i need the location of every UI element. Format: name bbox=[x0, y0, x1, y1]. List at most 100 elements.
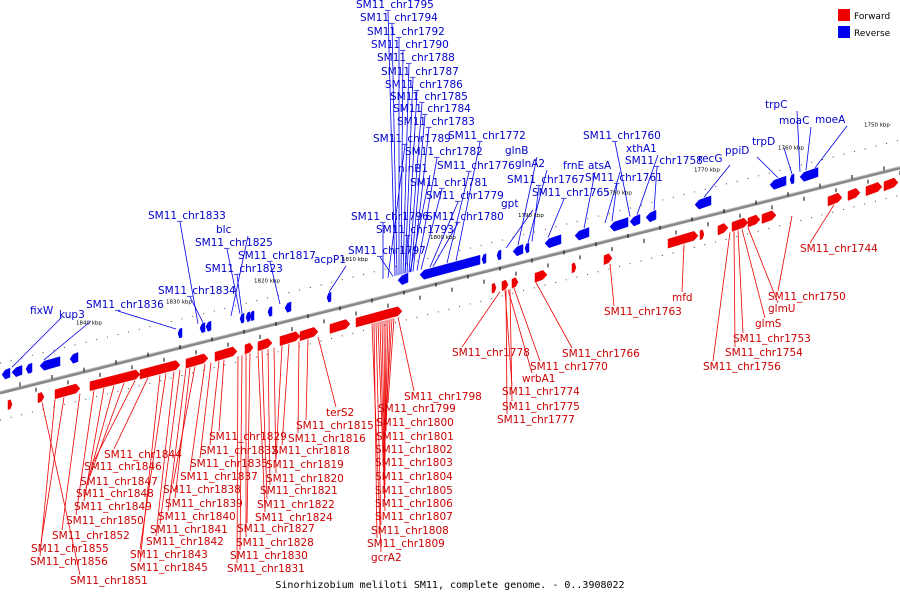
forward-gene-label: SM11_chr1824 bbox=[255, 512, 333, 524]
forward-gene bbox=[534, 269, 548, 283]
reverse-label-leader bbox=[236, 274, 243, 314]
reverse-label-leader bbox=[412, 127, 430, 272]
reverse-gene-label: SM11_chr1795 bbox=[356, 0, 434, 11]
forward-label-leader bbox=[505, 290, 508, 415]
forward-gene bbox=[54, 383, 81, 400]
forward-gene-label: glmS bbox=[755, 318, 782, 330]
forward-gene-label: SM11_chr1802 bbox=[375, 444, 453, 456]
reverse-gene-label: SM11_chr1836 bbox=[86, 299, 164, 311]
reverse-label-leader bbox=[604, 171, 621, 224]
forward-label-leader bbox=[809, 204, 835, 244]
reverse-label-leader bbox=[43, 320, 92, 361]
legend-reverse-label: Reverse bbox=[854, 29, 891, 39]
forward-gene-label: SM11_chr1831 bbox=[227, 563, 305, 575]
forward-label-leader bbox=[167, 368, 187, 512]
reverse-label-leader bbox=[805, 126, 812, 171]
forward-gene-label: SM11_chr1774 bbox=[502, 386, 580, 398]
forward-gene-label: SM11_chr1848 bbox=[76, 488, 154, 500]
forward-gene-label: SM11_chr1778 bbox=[452, 347, 530, 359]
forward-gene-label: SM11_chr1832 bbox=[200, 445, 278, 457]
forward-label-leader bbox=[384, 320, 387, 458]
reverse-gene-label: SM11_chr1783 bbox=[397, 116, 475, 128]
forward-label-leader bbox=[381, 321, 386, 486]
reverse-gene-label: SM11_chr1789 bbox=[373, 133, 451, 145]
forward-gene-label: SM11_chr1754 bbox=[725, 347, 803, 359]
label-connectors bbox=[11, 10, 848, 576]
forward-gene-label: SM11_chr1829 bbox=[209, 431, 287, 443]
scale-tick-label: 1840 kbp bbox=[76, 321, 102, 327]
forward-gene-label: SM11_chr1804 bbox=[375, 471, 453, 483]
reverse-label-leader bbox=[420, 188, 443, 270]
reverse-gene bbox=[609, 217, 629, 232]
reverse-gene bbox=[645, 209, 657, 223]
forward-gene-label: SM11_chr1808 bbox=[371, 525, 449, 537]
forward-label-leader bbox=[281, 343, 290, 446]
scale-tick-label: 1820 kbp bbox=[254, 278, 280, 284]
reverse-label-leader bbox=[703, 164, 731, 198]
reverse-gene-label: SM11_chr1825 bbox=[195, 237, 273, 249]
reverse-label-leader bbox=[547, 198, 565, 238]
reverse-gene-label: SM11_chr1761 bbox=[585, 172, 663, 184]
reverse-gene bbox=[524, 242, 530, 254]
reverse-label-leader bbox=[455, 141, 481, 261]
forward-gene-label: terS2 bbox=[326, 407, 354, 419]
forward-label-leader bbox=[257, 351, 266, 513]
forward-gene bbox=[865, 182, 883, 197]
forward-label-leader bbox=[189, 364, 206, 472]
gene-labels: SM11_chr1795SM11_chr1794SM11_chr1792SM11… bbox=[30, 0, 878, 587]
forward-gene-label: SM11_chr1851 bbox=[70, 575, 148, 587]
forward-label-leader bbox=[777, 215, 793, 292]
reverse-label-leader bbox=[189, 296, 204, 323]
forward-label-leader bbox=[385, 319, 391, 432]
reverse-label-leader bbox=[117, 310, 177, 330]
forward-gene-label: SM11_chr1837 bbox=[180, 471, 258, 483]
reverse-gene bbox=[496, 249, 502, 261]
forward-label-leader bbox=[513, 288, 541, 362]
reverse-label-leader bbox=[783, 147, 793, 175]
forward-gene-label: SM11_chr1800 bbox=[376, 417, 454, 429]
reverse-gene-label: SM11_chr1823 bbox=[205, 263, 283, 275]
reverse-label-leader bbox=[409, 174, 431, 273]
forward-label-leader bbox=[155, 371, 175, 537]
reverse-gene bbox=[39, 356, 61, 371]
forward-label-leader bbox=[172, 366, 196, 485]
reverse-gene bbox=[25, 362, 33, 374]
reverse-gene-label: SM11_chr1760 bbox=[583, 130, 661, 142]
forward-gene-label: SM11_chr1842 bbox=[146, 536, 224, 548]
forward-label-leader bbox=[139, 374, 161, 563]
reverse-gene-label: gpt bbox=[501, 198, 518, 210]
forward-label-leader bbox=[41, 402, 81, 576]
forward-gene bbox=[747, 214, 761, 228]
reverse-gene-label: SM11_chr1772 bbox=[448, 130, 526, 142]
forward-gene-label: SM11_chr1847 bbox=[80, 476, 158, 488]
reverse-gene-label: moeA bbox=[815, 114, 846, 126]
forward-label-leader bbox=[174, 367, 191, 499]
forward-label-leader bbox=[509, 289, 513, 402]
forward-gene-label: SM11_chr1856 bbox=[30, 556, 108, 568]
reverse-gene-label: SM11_chr1793 bbox=[376, 224, 454, 236]
reverse-gene-label: glnA2 bbox=[515, 158, 545, 170]
forward-gene-label: SM11_chr1756 bbox=[703, 361, 781, 373]
scale-tick-label: 1770 kbp bbox=[694, 168, 720, 174]
forward-gene bbox=[214, 346, 238, 362]
reverse-gene-label: SM11_chr1796 bbox=[351, 211, 429, 223]
forward-label-leader bbox=[267, 348, 271, 486]
forward-gene-label: SM11_chr1775 bbox=[502, 401, 580, 413]
reverse-label-leader bbox=[11, 316, 63, 368]
forward-gene-label: wrbA1 bbox=[522, 373, 555, 385]
legend-reverse-swatch bbox=[838, 26, 850, 38]
forward-label-leader bbox=[747, 227, 779, 304]
forward-label-leader bbox=[387, 318, 395, 404]
forward-gene-label: SM11_chr1816 bbox=[288, 433, 366, 445]
forward-gene-label: SM11_chr1799 bbox=[378, 403, 456, 415]
reverse-label-leader bbox=[400, 50, 404, 275]
forward-gene bbox=[279, 331, 301, 346]
forward-gene bbox=[299, 327, 319, 342]
reverse-label-leader bbox=[416, 157, 438, 271]
reverse-label-leader bbox=[404, 235, 409, 274]
forward-gene-label: SM11_chr1801 bbox=[376, 431, 454, 443]
forward-label-leader bbox=[236, 356, 239, 564]
forward-label-leader bbox=[261, 350, 268, 500]
reverse-gene-label: SM11_chr1817 bbox=[238, 250, 316, 262]
